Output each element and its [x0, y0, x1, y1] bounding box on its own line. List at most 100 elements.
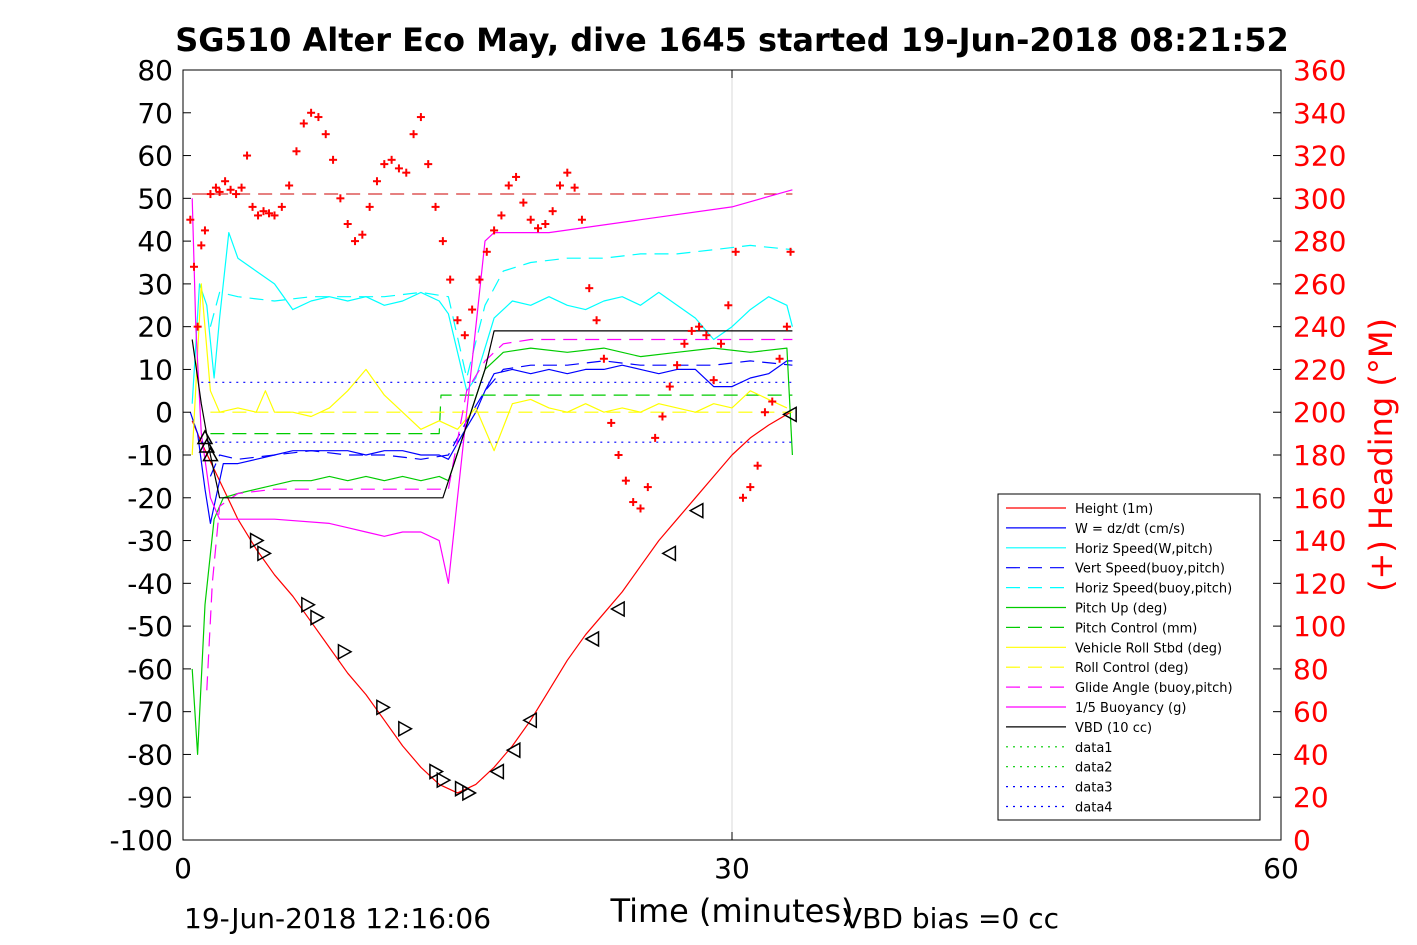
heading-point [621, 476, 630, 485]
heading-point [534, 224, 543, 233]
dive-marker [301, 596, 316, 613]
dive-marker [584, 630, 600, 648]
heading-point [724, 301, 733, 310]
chart-title: SG510 Alter Eco May, dive 1645 started 1… [175, 21, 1288, 59]
heading-point [453, 316, 462, 325]
heading-point [387, 155, 396, 164]
heading-point [285, 181, 294, 190]
heading-point [248, 202, 257, 211]
series-horiz-speed-w-pitch [191, 232, 793, 404]
legend-entry: 1/5 Buoyancy (g) [1075, 701, 1186, 716]
heading-point [555, 181, 564, 190]
series-1-5-buoyancy-g [191, 189, 793, 584]
dive-marker [661, 545, 677, 562]
dive-marker [257, 545, 273, 562]
legend-entry: Roll Control (deg) [1075, 661, 1189, 676]
legend-entry: data1 [1075, 741, 1113, 756]
y2-tick-label: 200 [1293, 396, 1346, 429]
heading-point [592, 316, 601, 325]
x-tick-label: 0 [174, 852, 192, 885]
legend-entry: Vehicle Roll Stbd (deg) [1075, 641, 1222, 656]
y-tick-label: 40 [137, 225, 173, 258]
y2-tick-label: 320 [1293, 140, 1346, 173]
heading-point [265, 209, 274, 218]
y-tick-label: -60 [127, 653, 173, 686]
legend-entry: Glide Angle (buoy,pitch) [1075, 681, 1233, 696]
series-vbd-10-cc [191, 330, 793, 499]
y-tick-label: -90 [127, 781, 173, 814]
dive-marker [198, 437, 216, 453]
heading-point [409, 130, 418, 139]
heading-point [541, 220, 550, 228]
heading-point [482, 247, 491, 256]
heading-point [599, 354, 608, 363]
heading-point [343, 220, 352, 228]
dive-marker [398, 720, 413, 738]
y2-tick-label: 240 [1293, 311, 1346, 344]
series-glide-angle-buoy-pitch [206, 338, 793, 691]
heading-point [243, 151, 252, 160]
dive-marker [782, 406, 797, 423]
heading-point [504, 181, 513, 190]
series-horiz-speed-buoy-pitch [209, 244, 793, 379]
y2-tick-label: 20 [1293, 781, 1329, 814]
heading-point [221, 177, 230, 186]
legend-entry: VBD (10 cc) [1075, 721, 1152, 736]
legend-entry: W = dz/dt (cm/s) [1075, 522, 1185, 537]
heading-point [314, 113, 323, 122]
legend-entry: Horiz Speed(buoy,pitch) [1075, 582, 1232, 597]
dive-marker [505, 741, 521, 759]
heading-point [277, 202, 286, 211]
dive-marker [202, 446, 219, 462]
y2-tick-label: 60 [1293, 696, 1329, 729]
heading-point [548, 207, 557, 216]
heading-point [687, 326, 696, 335]
y-tick-label: 50 [137, 182, 173, 215]
legend-entry: Vert Speed(buoy,pitch) [1075, 562, 1225, 577]
y-tick-label: 0 [155, 396, 173, 429]
heading-point [189, 262, 198, 271]
heading-point [563, 168, 572, 177]
y2-tick-label: 360 [1293, 54, 1346, 87]
y2-tick-label: 0 [1293, 824, 1311, 857]
y-tick-label: -30 [127, 525, 173, 558]
heading-point [365, 202, 374, 211]
heading-point [585, 284, 594, 293]
heading-point [358, 230, 367, 239]
heading-point [760, 408, 769, 417]
y2-tick-label: 260 [1293, 268, 1346, 301]
heading-point [636, 504, 645, 513]
plot-series [186, 108, 797, 802]
dive-marker [489, 763, 505, 780]
heading-point [577, 215, 586, 224]
axis-ticks: -100-90-80-70-60-50-40-30-20-10010203040… [109, 54, 1346, 885]
heading-point [665, 382, 674, 391]
x-tick-label: 60 [1263, 852, 1299, 885]
heading-point [200, 226, 209, 235]
heading-point [402, 168, 411, 177]
heading-point [673, 361, 682, 370]
series-pitch-up-deg [191, 347, 793, 756]
heading-point [438, 237, 447, 246]
heading-point [446, 275, 455, 284]
y-tick-label: -80 [127, 738, 173, 771]
legend-entry: data4 [1075, 801, 1113, 816]
y2-tick-label: 100 [1293, 610, 1346, 643]
heading-point [460, 331, 469, 340]
heading-point [709, 376, 718, 385]
dive-marker [249, 532, 265, 549]
heading-point [746, 483, 755, 492]
y2-tick-label: 300 [1293, 182, 1346, 215]
series-height-1m [191, 411, 791, 794]
heading-point [490, 226, 499, 235]
heading-point [702, 331, 711, 340]
heading-point [753, 461, 762, 470]
heading-point [651, 433, 660, 442]
heading-point [307, 108, 316, 117]
legend: Height (1m) W = dz/dt (cm/s) Horiz Speed(W… [997, 493, 1261, 821]
heading-point [786, 247, 795, 256]
heading-point [475, 275, 484, 284]
right-axis-label: (+) Heading (°M) [1362, 318, 1400, 592]
heading-point [336, 194, 345, 203]
